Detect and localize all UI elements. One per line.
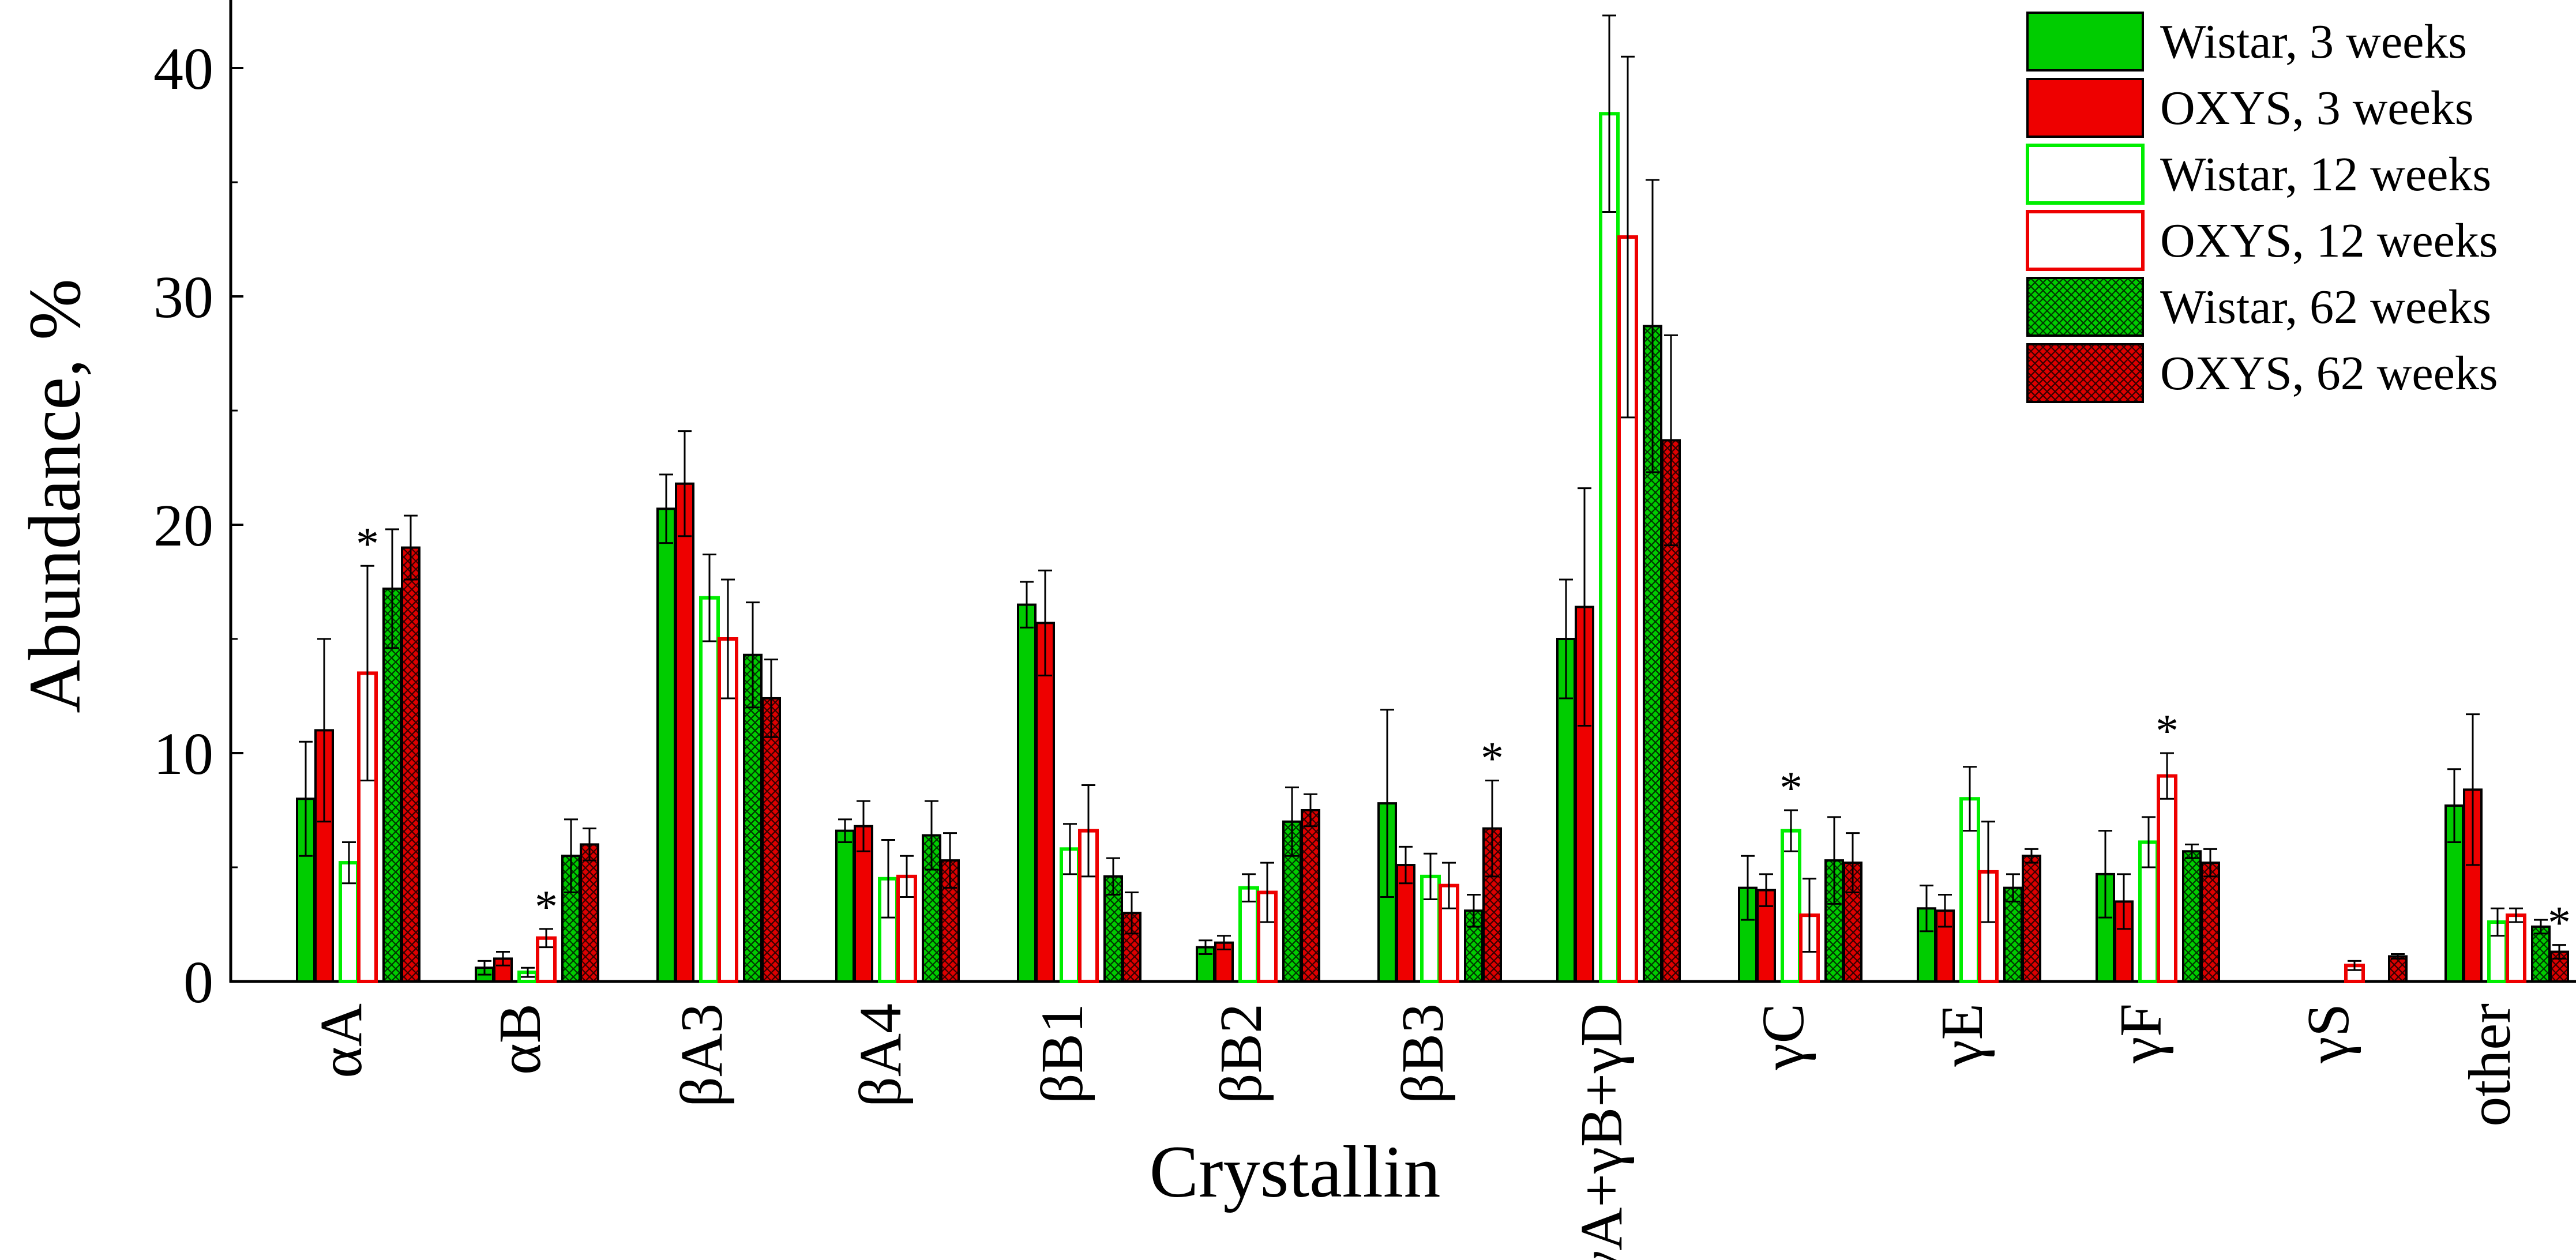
x-tick-label: βB2 — [1208, 1003, 1274, 1104]
bar — [1035, 622, 1055, 983]
legend-label: OXYS, 62 weeks — [2160, 347, 2498, 400]
significance-marker: * — [1779, 763, 1803, 814]
x-tick-label: βA4 — [847, 1003, 914, 1107]
significance-marker: * — [2156, 706, 2179, 757]
x-tick-label: γA+γB+γD — [1568, 1003, 1635, 1260]
bar — [1599, 112, 1620, 984]
error-bars — [299, 14, 2566, 978]
bar — [675, 482, 694, 983]
bar — [699, 596, 720, 983]
bar — [835, 829, 855, 983]
x-tick-label: γS — [2295, 1003, 2361, 1064]
y-axis-label: Abundance, % — [14, 279, 96, 713]
legend-label: Wistar, 62 weeks — [2160, 280, 2491, 334]
significance-markers: * * * * * * — [356, 518, 2571, 948]
x-tick-label: γC — [1750, 1003, 1816, 1070]
x-tick-label: βB1 — [1029, 1003, 1095, 1104]
x-tick-label: γE — [1929, 1003, 1995, 1067]
x-tick-label: βA3 — [669, 1003, 735, 1107]
legend-swatch — [2026, 12, 2144, 72]
legend-swatch — [2026, 144, 2145, 205]
bar — [401, 546, 420, 983]
bar — [1301, 809, 1320, 983]
bar — [2506, 913, 2526, 984]
legend-swatch — [2026, 210, 2145, 271]
x-tick-label: βB3 — [1390, 1003, 1456, 1104]
y-tick-label: 10 — [153, 721, 213, 787]
bar — [656, 507, 676, 983]
y-tick-label: 0 — [183, 949, 213, 1015]
bar — [580, 843, 599, 983]
legend-label: OXYS, 3 weeks — [2160, 81, 2474, 135]
bar — [761, 697, 781, 983]
bar — [1396, 864, 1415, 983]
x-tick-label: γF — [2108, 1003, 2174, 1064]
x-axis-label: Crystallin — [1150, 1131, 1441, 1213]
bar — [2157, 774, 2177, 983]
bar — [2388, 955, 2408, 983]
bar — [2531, 925, 2551, 983]
bar — [896, 874, 917, 983]
bar — [2003, 886, 2023, 983]
significance-marker: * — [2548, 898, 2571, 949]
significance-marker: * — [356, 518, 379, 569]
y-tick-label: 20 — [153, 492, 213, 559]
legend-label: Wistar, 3 weeks — [2160, 15, 2467, 69]
legend-swatch — [2026, 78, 2144, 138]
bar — [940, 859, 960, 983]
x-tick-label: αB — [487, 1003, 553, 1075]
bar — [2182, 850, 2202, 983]
bar — [1017, 603, 1037, 983]
significance-marker: * — [535, 882, 558, 932]
bar — [1799, 913, 1820, 984]
legend-label: Wistar, 12 weeks — [2160, 148, 2491, 201]
y-tick-label: 40 — [153, 36, 213, 102]
legend-label: OXYS, 12 weeks — [2160, 214, 2498, 268]
bar — [2022, 855, 2041, 983]
x-tick-label: αA — [308, 1003, 374, 1078]
bar — [743, 653, 763, 983]
legend: Wistar, 3 weeks OXYS, 3 weeks Wistar, 12 w… — [2026, 12, 2498, 403]
bar — [2201, 862, 2220, 983]
significance-marker: * — [1481, 734, 1504, 784]
y-tick-label: 30 — [153, 264, 213, 330]
legend-swatch — [2026, 343, 2144, 403]
bar — [1781, 829, 1801, 983]
tick-labels: 0 10 20 30 40 αA αB βA3 βA4 βB1 βB2 βB3 γA+γB+γD γC γE… — [153, 36, 2523, 1260]
x-tick-label: other — [2457, 1003, 2523, 1127]
legend-swatch — [2026, 277, 2144, 337]
